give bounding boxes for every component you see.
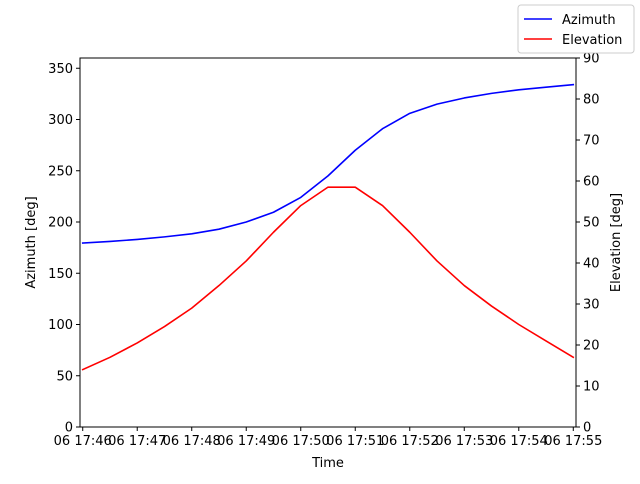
x-tick-label: 06 17:51 [326, 434, 384, 449]
x-tick-label: 06 17:48 [163, 434, 221, 449]
legend-frame [517, 4, 635, 54]
right-y-tick-label: 60 [583, 175, 600, 190]
right-y-tick-label: 80 [583, 93, 600, 108]
left-y-tick-label: 50 [56, 369, 73, 384]
right-y-axis-ticks: 0 10 20 30 40 50 60 70 80 90 [576, 52, 600, 436]
x-tick-label: 06 17:50 [272, 434, 330, 449]
left-y-tick-label: 150 [48, 267, 73, 282]
plot-frame [79, 57, 577, 428]
right-y-tick-label: 40 [583, 257, 600, 272]
series-line-azimuth [81, 83, 575, 244]
right-y-tick-label: 10 [583, 380, 600, 395]
plot-series-group [81, 83, 575, 371]
left-y-axis-ticks: 0 50 100 150 200 250 300 350 [48, 62, 80, 436]
x-tick-label: 06 17:46 [54, 434, 112, 449]
legend: Azimuth Elevation [517, 4, 635, 54]
series-line-elevation [81, 186, 575, 371]
left-y-tick-label: 250 [48, 164, 73, 179]
x-tick-label: 06 17:49 [217, 434, 275, 449]
legend-label-elevation: Elevation [562, 33, 622, 48]
left-y-tick-label: 100 [48, 318, 73, 333]
right-y-axis-label: Elevation [deg] [609, 193, 624, 292]
x-tick-label: 06 17:47 [108, 434, 166, 449]
left-y-tick-label: 300 [48, 113, 73, 128]
right-y-tick-label: 50 [583, 216, 600, 231]
right-y-tick-label: 70 [583, 134, 600, 149]
right-y-tick-label: 0 [583, 421, 591, 436]
x-tick-label: 06 17:55 [544, 434, 602, 449]
right-y-tick-label: 30 [583, 298, 600, 313]
x-tick-label: 06 17:53 [435, 434, 493, 449]
left-y-tick-label: 350 [48, 62, 73, 77]
right-y-tick-label: 20 [583, 339, 600, 354]
x-tick-label: 06 17:54 [490, 434, 548, 449]
left-y-tick-label: 0 [65, 421, 73, 436]
legend-label-azimuth: Azimuth [562, 13, 616, 28]
x-axis-label: Time [311, 456, 344, 471]
left-y-tick-label: 200 [48, 216, 73, 231]
left-y-axis-label: Azimuth [deg] [24, 196, 39, 288]
x-tick-label: 06 17:52 [381, 434, 439, 449]
right-y-tick-label: 90 [583, 52, 600, 67]
